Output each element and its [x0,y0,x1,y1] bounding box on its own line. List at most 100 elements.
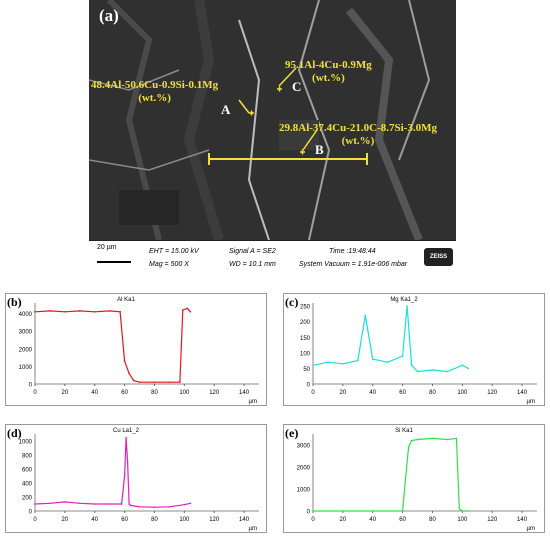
x-tick-label: 120 [209,517,220,523]
x-tick-label: 60 [121,390,128,396]
data-point [406,305,408,307]
data-point [129,504,132,507]
annotation-a: 48.4Al-50.6Cu-0.9Si-0.1Mg (wt.%) [91,79,218,105]
plot-frame [283,293,545,406]
x-tick-label: 0 [33,517,37,523]
data-point [312,364,314,367]
panel-label-a: (a) [99,6,119,25]
data-point [461,364,464,367]
point-b-label: B [315,142,324,157]
point-a-marker [249,110,254,116]
data-point [64,501,66,503]
plot-title: Si Ka1 [395,428,413,434]
x-tick-label: 140 [239,517,250,523]
data-point [407,446,410,448]
sem-micrograph: (a) 48.4Al-50.6Cu-0.9Si-0.1Mg (wt.%) 95.… [89,0,456,272]
data-point [327,361,329,363]
y-tick-label: 250 [300,305,311,311]
x-tick-label: 100 [457,390,468,396]
arrow-b [302,129,318,151]
data-point [312,510,314,512]
y-tick-label: 1000 [19,365,33,371]
data-point [120,503,123,505]
eds-plot-4: 0 1000 2000 3000 0 20 40 60 80 100 120 140 µm Si Ka1 [283,424,545,533]
data-point [401,355,404,357]
annotation-b: 29.8Al-37.4Cu-21.0C-8.7Si-3.0Mg (wt.%) [279,122,437,148]
data-point [138,506,141,508]
data-point [128,372,130,375]
arrow-a [238,99,250,114]
x-tick-label: 20 [340,517,347,523]
annotation-markers [208,67,368,165]
time-value: Time :19:48:44 [329,248,376,255]
data-point [64,311,66,313]
vacuum-value: System Vacuum = 1.91e-006 mbar [299,261,408,268]
panel-label: (c) [285,295,299,309]
data-point [93,311,96,313]
data-point [371,510,374,512]
x-tick-label: 60 [399,517,406,523]
data-point [132,379,135,382]
data-point [431,437,434,440]
data-point [410,364,413,367]
x-tick-label: 60 [121,517,128,523]
data-point [404,477,407,479]
x-unit-label: µm [527,526,535,532]
plot-frame [283,424,545,533]
data-point [189,502,192,505]
plot-title: Mg Ka1_2 [390,297,418,303]
x-tick-label: 100 [179,390,190,396]
y-tick-label: 200 [300,320,311,326]
x-tick-label: 40 [91,390,98,396]
annotation-b-unit: (wt.%) [341,135,375,147]
data-point [49,502,51,505]
arrow-c [278,67,297,87]
y-tick-label: 3000 [19,330,33,336]
y-tick-label: 0 [307,383,311,389]
x-tick-label: 0 [33,390,37,396]
x-tick-label: 0 [311,390,315,396]
data-point [467,510,470,512]
data-point [128,503,130,505]
data-point [446,438,449,441]
data-point [108,310,111,312]
data-point [34,503,36,505]
x-tick-label: 40 [91,517,98,523]
data-point [168,506,171,508]
plot-frame [5,424,267,533]
x-tick-label: 80 [429,390,436,396]
x-tick-label: 60 [399,390,406,396]
panel-label: (d) [7,426,22,440]
data-point [342,510,344,512]
scale-bar [97,261,131,263]
y-tick-label: 2000 [297,466,311,472]
y-tick-label: 150 [300,336,311,342]
data-point [93,503,96,505]
data-point [123,475,126,477]
data-point [182,309,184,311]
annotation-c-unit: (wt.%) [312,72,345,84]
x-tick-label: 40 [369,390,376,396]
data-point [126,461,129,463]
x-tick-label: 100 [179,517,190,523]
point-c-label: C [292,79,302,94]
data-point [357,359,359,362]
annotation-a-composition: 48.4Al-50.6Cu-0.9Si-0.1Mg [91,79,219,91]
x-tick-label: 20 [62,517,69,523]
annotation-a-unit: (wt.%) [138,92,171,104]
data-point [79,310,81,312]
eds-plot-1: 0 1000 2000 3000 4000 0 20 40 60 80 100 120 140 µm Al … [5,293,267,406]
data-point [410,439,413,442]
y-tick-label: 0 [307,510,311,516]
y-tick-label: 800 [22,454,33,460]
x-tick-label: 80 [429,517,436,523]
eds-plot-2: 0 50 100 150 200 250 0 20 40 60 80 100 120 140 µm Mg Ka… [283,293,545,406]
scale-bar-label: 20 µm [97,244,117,251]
data-point [168,381,171,384]
data-point [458,508,461,510]
data-point [153,506,156,508]
data-point [401,510,404,512]
x-tick-label: 40 [369,517,376,523]
eds-plot-3: 0 200 400 600 800 1000 0 20 40 60 80 100 120 140 µm Cu … [5,424,267,533]
x-tick-label: 80 [151,517,158,523]
